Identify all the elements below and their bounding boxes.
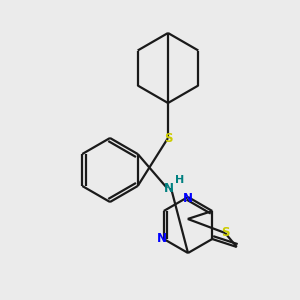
Text: S: S (221, 226, 230, 239)
Text: S: S (164, 131, 172, 145)
Text: N: N (183, 193, 193, 206)
Text: N: N (157, 232, 167, 245)
Text: N: N (164, 182, 174, 194)
Text: H: H (176, 175, 184, 185)
